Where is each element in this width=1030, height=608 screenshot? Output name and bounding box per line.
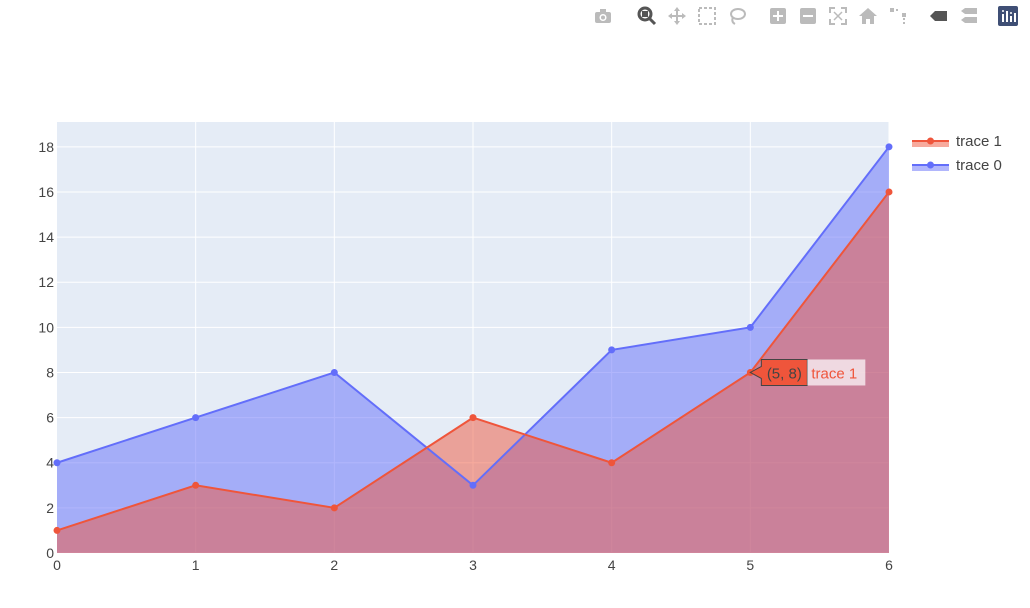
camera-icon[interactable] bbox=[592, 5, 614, 27]
data-point-trace-0 bbox=[608, 346, 616, 354]
x-tick-label: 4 bbox=[608, 557, 616, 573]
y-tick-label: 12 bbox=[38, 274, 54, 290]
plotly-logo-icon[interactable] bbox=[997, 5, 1019, 27]
legend-label: trace 1 bbox=[956, 133, 1002, 150]
data-point-trace-0 bbox=[469, 481, 477, 489]
data-point-trace-0 bbox=[885, 143, 893, 151]
y-tick-label: 10 bbox=[38, 319, 54, 335]
legend-item-trace-1[interactable]: trace 1 bbox=[912, 133, 1002, 150]
autoscale-icon[interactable] bbox=[827, 5, 849, 27]
y-tick-label: 4 bbox=[46, 455, 54, 471]
data-point-trace-0 bbox=[192, 414, 200, 422]
modebar bbox=[0, 5, 1030, 29]
y-tick-label: 6 bbox=[46, 410, 54, 426]
zoom-in-icon[interactable] bbox=[767, 5, 789, 27]
x-tick-label: 5 bbox=[746, 557, 754, 573]
hover-label: (5, 8) trace 1 bbox=[749, 358, 866, 386]
x-tick-label: 1 bbox=[192, 557, 200, 573]
data-point-trace-0 bbox=[53, 459, 61, 467]
data-point-trace-1 bbox=[608, 459, 616, 467]
hover-name-box bbox=[807, 359, 866, 386]
legend-swatch-marker bbox=[927, 161, 934, 169]
x-tick-label: 6 bbox=[885, 557, 893, 573]
legend-item-trace-0[interactable]: trace 0 bbox=[912, 157, 1002, 174]
hover-value: (5, 8) bbox=[767, 365, 802, 382]
hover-closest-icon[interactable] bbox=[927, 5, 949, 27]
pan-icon[interactable] bbox=[666, 5, 688, 27]
lasso-select-icon[interactable] bbox=[726, 5, 748, 27]
legend-swatch-marker bbox=[927, 137, 934, 145]
zoom-icon[interactable] bbox=[636, 5, 658, 27]
data-point-trace-1 bbox=[469, 414, 477, 422]
area-fill-trace-1 bbox=[57, 191, 889, 553]
data-point-trace-1 bbox=[53, 526, 61, 534]
hover-box bbox=[749, 358, 808, 386]
data-point-trace-0 bbox=[330, 368, 338, 376]
y-tick-label: 2 bbox=[46, 500, 54, 516]
zoom-out-icon[interactable] bbox=[797, 5, 819, 27]
data-point-trace-1 bbox=[330, 504, 338, 512]
x-tick-label: 0 bbox=[53, 557, 61, 573]
y-tick-label: 14 bbox=[38, 229, 54, 245]
hover-compare-icon[interactable] bbox=[957, 5, 979, 27]
data-point-trace-0 bbox=[746, 323, 754, 331]
reset-axes-icon[interactable] bbox=[857, 5, 879, 27]
x-tick-label: 3 bbox=[469, 557, 477, 573]
y-tick-label: 0 bbox=[46, 545, 54, 561]
y-tick-label: 18 bbox=[38, 139, 54, 155]
spike-lines-icon[interactable] bbox=[887, 5, 909, 27]
data-point-trace-1 bbox=[192, 481, 200, 489]
y-tick-label: 16 bbox=[38, 184, 54, 200]
data-point-trace-1 bbox=[885, 188, 893, 196]
legend-label: trace 0 bbox=[956, 157, 1002, 174]
box-select-icon[interactable] bbox=[696, 5, 718, 27]
x-tick-label: 2 bbox=[330, 557, 338, 573]
y-tick-label: 8 bbox=[46, 364, 54, 380]
hover-series-name: trace 1 bbox=[811, 365, 857, 382]
